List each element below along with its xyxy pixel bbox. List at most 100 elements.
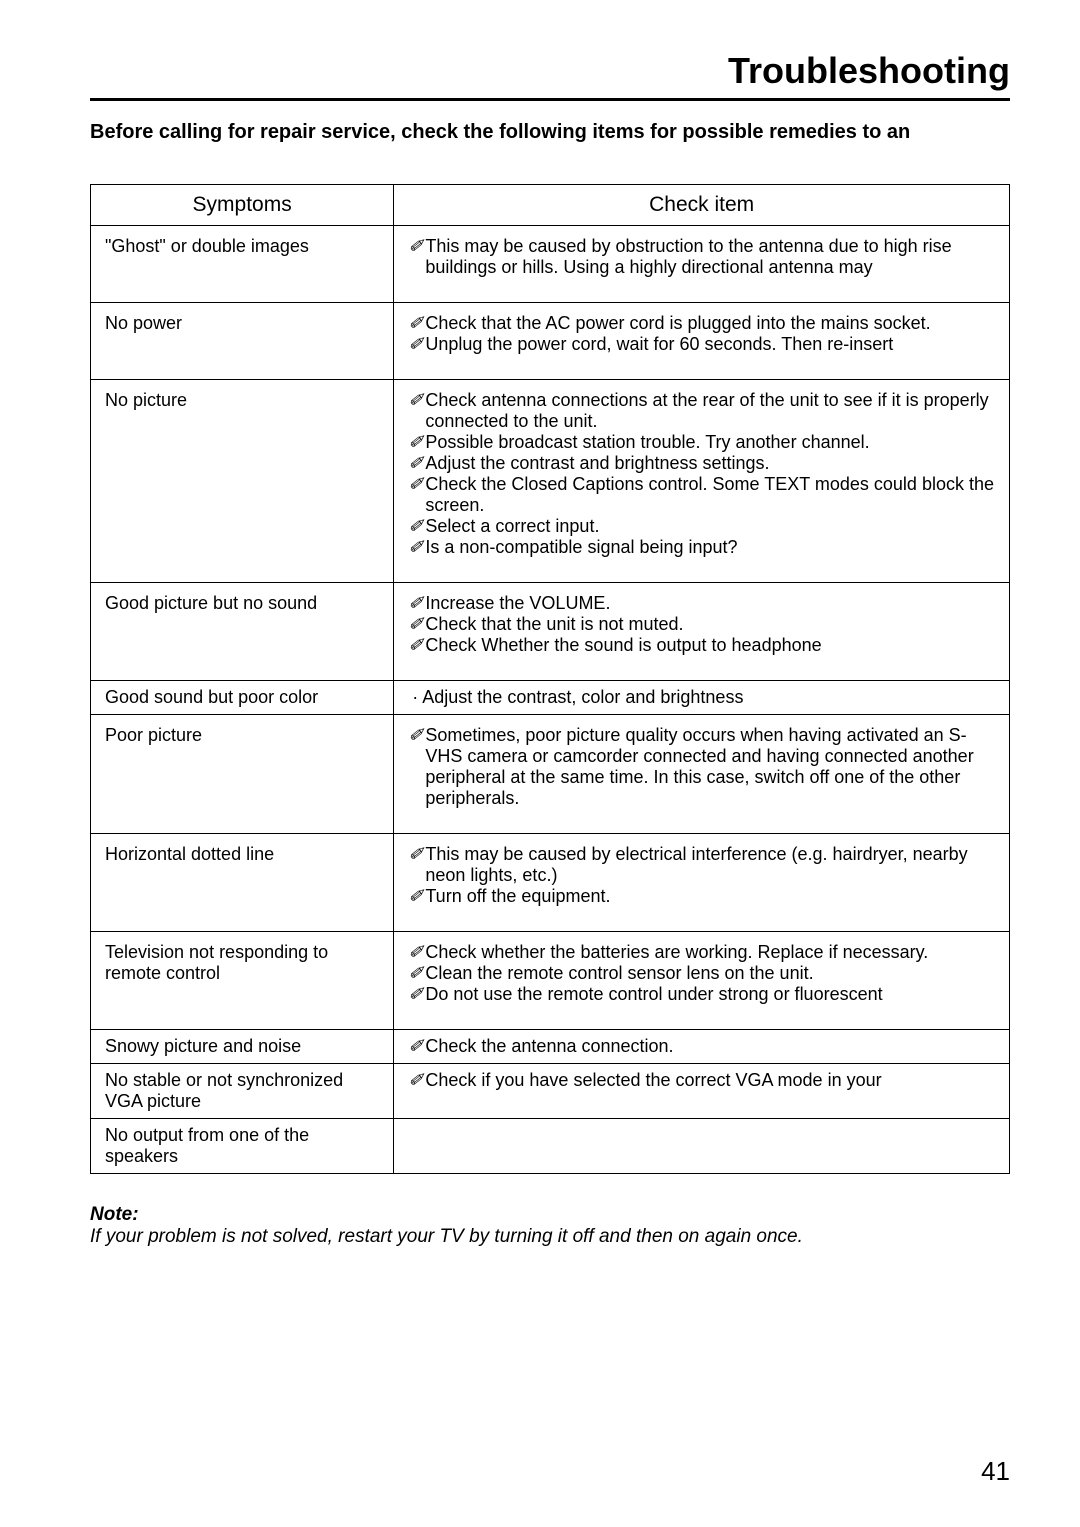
dot-bullet: · Adjust the contrast, color and brightn… — [412, 687, 995, 708]
bullet-line: ✐Check that the unit is not muted. — [408, 614, 995, 635]
symptom-cell: No power — [91, 303, 394, 380]
bullet-line: ✐Turn off the equipment. — [408, 886, 995, 907]
bullet-text: Check Whether the sound is output to hea… — [425, 635, 995, 656]
bullet-text: Sometimes, poor picture quality occurs w… — [425, 725, 995, 809]
bullet-text: Check the Closed Captions control. Some … — [425, 474, 995, 516]
bullet-text: Is a non-compatible signal being input? — [425, 537, 995, 558]
note-block: Note: If your problem is not solved, res… — [90, 1204, 1010, 1248]
intro-text: Before calling for repair service, check… — [90, 121, 1010, 144]
bullet-icon: ✐ — [408, 334, 423, 355]
bullet-icon: ✐ — [408, 1036, 423, 1057]
bullet-line: ✐Possible broadcast station trouble. Try… — [408, 432, 995, 453]
symptom-cell: Horizontal dotted line — [91, 834, 394, 932]
check-cell: ✐Increase the VOLUME. ✐Check that the un… — [394, 583, 1010, 681]
note-label: Note: — [90, 1204, 1010, 1226]
bullet-line: ✐Do not use the remote control under str… — [408, 984, 995, 1005]
bullet-icon: ✐ — [408, 593, 423, 614]
check-cell: · Adjust the contrast, color and brightn… — [394, 681, 1010, 715]
bullet-text: Check that the unit is not muted. — [425, 614, 995, 635]
bullet-icon: ✐ — [408, 432, 423, 453]
bullet-line: ✐This may be caused by obstruction to th… — [408, 236, 995, 278]
page-title: Troubleshooting — [90, 50, 1010, 101]
bullet-icon: ✐ — [408, 635, 423, 656]
bullet-icon: ✐ — [408, 390, 423, 411]
table-row: Poor picture ✐Sometimes, poor picture qu… — [91, 715, 1010, 834]
bullet-icon: ✐ — [408, 516, 423, 537]
bullet-icon: ✐ — [408, 614, 423, 635]
bullet-icon: ✐ — [408, 474, 423, 495]
symptom-cell: Good sound but poor color — [91, 681, 394, 715]
bullet-text: Check if you have selected the correct V… — [425, 1070, 995, 1091]
bullet-text: Check antenna connections at the rear of… — [425, 390, 995, 432]
check-cell: ✐Check antenna connections at the rear o… — [394, 380, 1010, 583]
table-row: No stable or not synchronized VGA pictur… — [91, 1064, 1010, 1119]
bullet-text: Check that the AC power cord is plugged … — [425, 313, 995, 334]
bullet-text: Select a correct input. — [425, 516, 995, 537]
table-row: Television not responding to remote cont… — [91, 932, 1010, 1030]
table-row: Horizontal dotted line ✐This may be caus… — [91, 834, 1010, 932]
check-cell — [394, 1119, 1010, 1174]
bullet-line: ✐Check the Closed Captions control. Some… — [408, 474, 995, 516]
bullet-icon: ✐ — [408, 844, 423, 865]
bullet-line: ✐Adjust the contrast and brightness sett… — [408, 453, 995, 474]
bullet-text: Increase the VOLUME. — [425, 593, 995, 614]
table-header-row: Symptoms Check item — [91, 185, 1010, 226]
bullet-icon: ✐ — [408, 942, 423, 963]
bullet-text: Turn off the equipment. — [425, 886, 995, 907]
symptom-cell: Good picture but no sound — [91, 583, 394, 681]
bullet-icon: ✐ — [408, 537, 423, 558]
symptom-cell: Poor picture — [91, 715, 394, 834]
table-row: "Ghost" or double images ✐This may be ca… — [91, 226, 1010, 303]
bullet-line: ✐Clean the remote control sensor lens on… — [408, 963, 995, 984]
symptom-cell: "Ghost" or double images — [91, 226, 394, 303]
symptom-cell: No picture — [91, 380, 394, 583]
bullet-icon: ✐ — [408, 236, 423, 257]
bullet-line: ✐Check that the AC power cord is plugged… — [408, 313, 995, 334]
table-row: No output from one of the speakers — [91, 1119, 1010, 1174]
troubleshooting-table: Symptoms Check item "Ghost" or double im… — [90, 184, 1010, 1174]
page-number: 41 — [981, 1456, 1010, 1487]
bullet-text: Check the antenna connection. — [425, 1036, 995, 1057]
check-cell: ✐Check the antenna connection. — [394, 1030, 1010, 1064]
check-cell: ✐This may be caused by electrical interf… — [394, 834, 1010, 932]
check-cell: ✐Sometimes, poor picture quality occurs … — [394, 715, 1010, 834]
bullet-text: Clean the remote control sensor lens on … — [425, 963, 995, 984]
bullet-text: This may be caused by electrical interfe… — [425, 844, 995, 886]
bullet-text: Check whether the batteries are working.… — [425, 942, 995, 963]
bullet-icon: ✐ — [408, 1070, 423, 1091]
bullet-text: Adjust the contrast and brightness setti… — [425, 453, 995, 474]
bullet-icon: ✐ — [408, 886, 423, 907]
bullet-text: Possible broadcast station trouble. Try … — [425, 432, 995, 453]
bullet-line: ✐Select a correct input. — [408, 516, 995, 537]
bullet-line: ✐This may be caused by electrical interf… — [408, 844, 995, 886]
header-check: Check item — [394, 185, 1010, 226]
bullet-icon: ✐ — [408, 453, 423, 474]
symptom-cell: No output from one of the speakers — [91, 1119, 394, 1174]
table-row: No power ✐Check that the AC power cord i… — [91, 303, 1010, 380]
bullet-text: Unplug the power cord, wait for 60 secon… — [425, 334, 995, 355]
bullet-icon: ✐ — [408, 984, 423, 1005]
header-symptoms: Symptoms — [91, 185, 394, 226]
bullet-line: ✐Unplug the power cord, wait for 60 seco… — [408, 334, 995, 355]
bullet-text: Do not use the remote control under stro… — [425, 984, 995, 1005]
bullet-line: ✐Check antenna connections at the rear o… — [408, 390, 995, 432]
bullet-icon: ✐ — [408, 313, 423, 334]
check-cell: ✐Check if you have selected the correct … — [394, 1064, 1010, 1119]
bullet-text: This may be caused by obstruction to the… — [425, 236, 995, 278]
bullet-icon: ✐ — [408, 725, 423, 746]
table-row: Good picture but no sound ✐Increase the … — [91, 583, 1010, 681]
bullet-line: ✐Check if you have selected the correct … — [408, 1070, 995, 1091]
bullet-icon: ✐ — [408, 963, 423, 984]
check-cell: ✐Check whether the batteries are working… — [394, 932, 1010, 1030]
note-text: If your problem is not solved, restart y… — [90, 1226, 1010, 1248]
symptom-cell: No stable or not synchronized VGA pictur… — [91, 1064, 394, 1119]
table-row: Good sound but poor color · Adjust the c… — [91, 681, 1010, 715]
symptom-cell: Television not responding to remote cont… — [91, 932, 394, 1030]
bullet-line: ✐Check whether the batteries are working… — [408, 942, 995, 963]
bullet-line: ✐Increase the VOLUME. — [408, 593, 995, 614]
table-row: No picture ✐Check antenna connections at… — [91, 380, 1010, 583]
bullet-line: ✐Check the antenna connection. — [408, 1036, 995, 1057]
symptom-cell: Snowy picture and noise — [91, 1030, 394, 1064]
bullet-line: ✐Sometimes, poor picture quality occurs … — [408, 725, 995, 809]
bullet-line: ✐Check Whether the sound is output to he… — [408, 635, 995, 656]
